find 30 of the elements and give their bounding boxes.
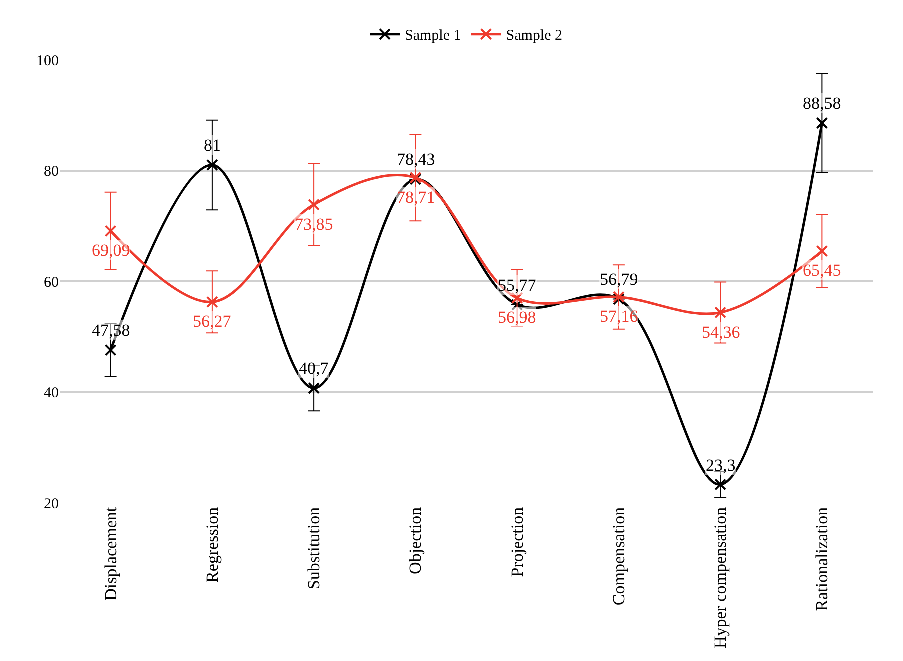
data-label: 65,45 (803, 261, 842, 280)
x-tick-label: Objection (406, 506, 426, 574)
data-label: 78,43 (397, 150, 436, 169)
data-label: 56,79 (600, 270, 638, 289)
data-label: 56,98 (498, 308, 536, 327)
x-tick-label: Projection (508, 506, 527, 578)
data-label: 54,36 (702, 323, 740, 342)
y-tick-label: 60 (44, 274, 59, 291)
x-tick-label: Rationalization (812, 506, 832, 612)
legend-label: Sample 1 (405, 28, 462, 44)
data-label: 56,27 (193, 312, 232, 331)
data-label: 81 (204, 136, 221, 155)
data-label: 73,85 (295, 215, 334, 234)
data-label: 55,77 (498, 276, 537, 295)
data-label: 69,09 (92, 241, 130, 260)
legend-label: Sample 2 (506, 28, 562, 44)
y-tick-label: 20 (44, 496, 59, 512)
y-tick-label: 80 (44, 164, 59, 180)
x-tick-label: Compensation (609, 506, 628, 606)
data-label: 40,7 (299, 359, 330, 378)
data-label: 47,58 (92, 321, 130, 340)
data-label: 23,3 (706, 456, 736, 475)
x-tick-label: Substitution (304, 506, 324, 590)
data-label: 88,58 (803, 94, 842, 113)
x-tick-label: Displacement (101, 507, 120, 601)
y-tick-label: 40 (44, 386, 59, 402)
x-tick-label: Hyper compensation (711, 506, 730, 649)
data-label: 78,71 (397, 188, 436, 207)
x-tick-label: Regression (202, 506, 222, 583)
y-tick-label: 100 (36, 53, 59, 70)
